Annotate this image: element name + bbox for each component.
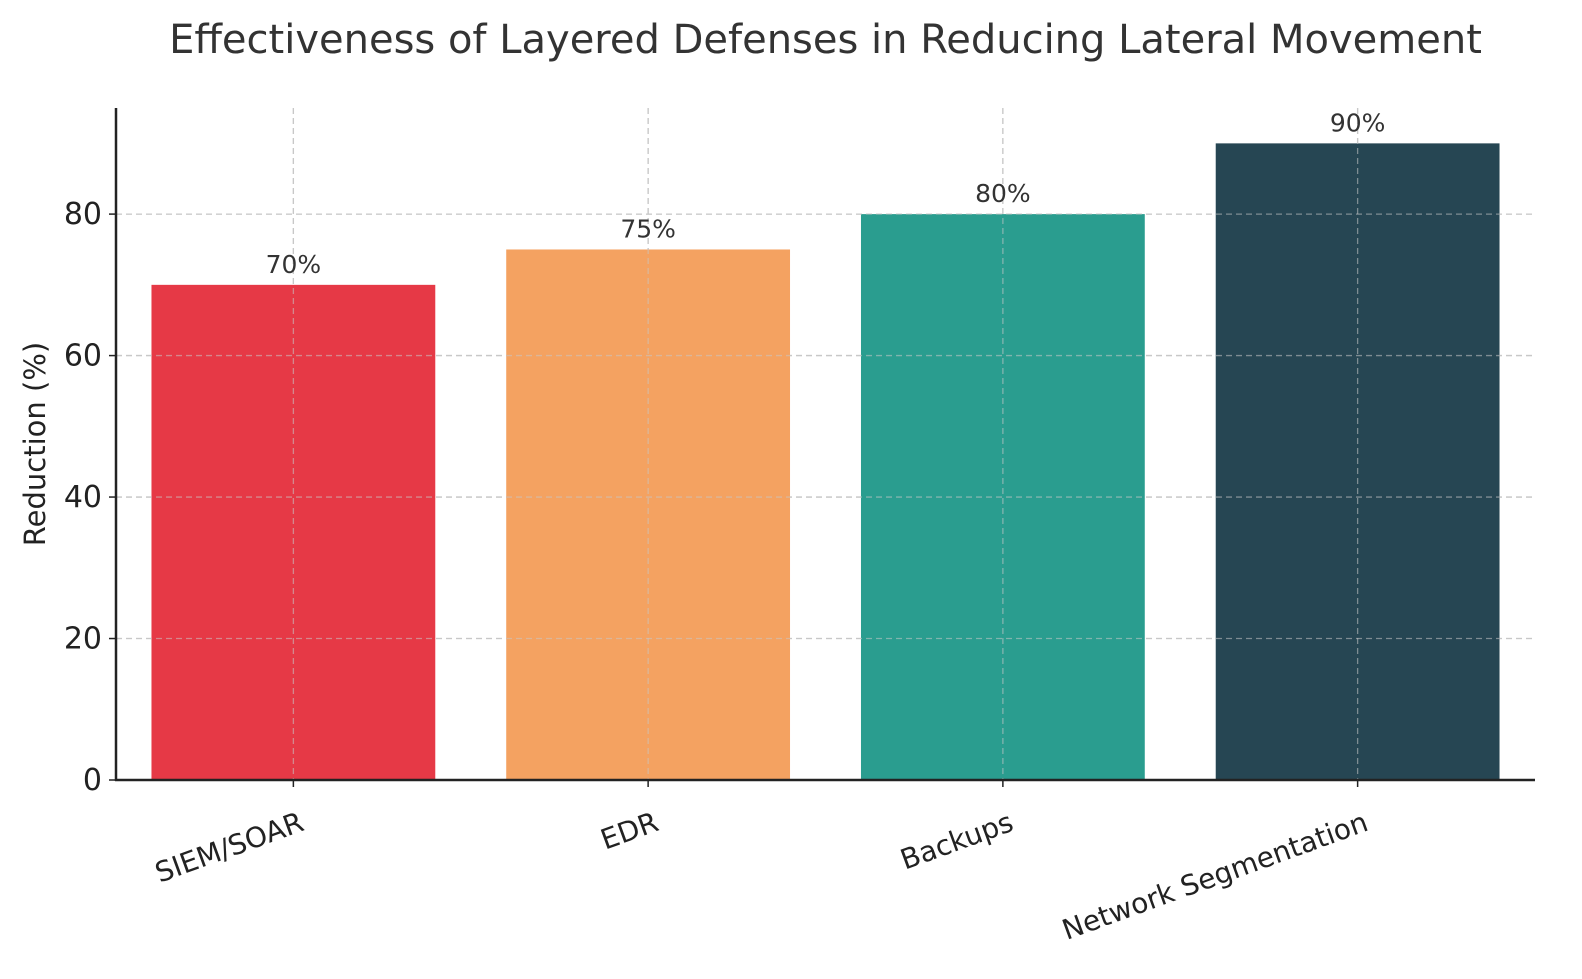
x-tick-label: EDR <box>596 805 662 856</box>
bars <box>151 143 1500 781</box>
y-tick-label: 40 <box>64 480 102 515</box>
y-tick-label: 20 <box>64 622 102 657</box>
chart-title: Effectiveness of Layered Defenses in Red… <box>169 17 1482 63</box>
y-tick-label: 0 <box>83 763 102 798</box>
x-tick-label: Network Segmentation <box>1058 805 1372 946</box>
y-axis-ticks: 0 20 40 60 80 <box>64 197 116 798</box>
x-axis-ticks: SIEM/SOAR EDR Backups Network Segmentation <box>151 780 1372 947</box>
y-axis-label: Reduction (%) <box>18 342 52 546</box>
data-label: 70% <box>266 250 322 279</box>
x-tick-label: Backups <box>896 805 1017 876</box>
data-label: 90% <box>1330 108 1386 137</box>
data-label: 80% <box>975 179 1031 208</box>
vertical-gridlines-front <box>292 108 1359 780</box>
horizontal-gridlines-front <box>116 213 1535 640</box>
axes <box>114 108 1535 782</box>
data-label: 75% <box>620 214 676 243</box>
vertical-gridlines <box>292 108 1359 780</box>
data-labels: 70% 75% 80% 90% <box>266 108 1386 278</box>
y-tick-label: 80 <box>64 197 102 232</box>
x-tick-label: SIEM/SOAR <box>151 805 308 889</box>
y-tick-label: 60 <box>64 339 102 374</box>
